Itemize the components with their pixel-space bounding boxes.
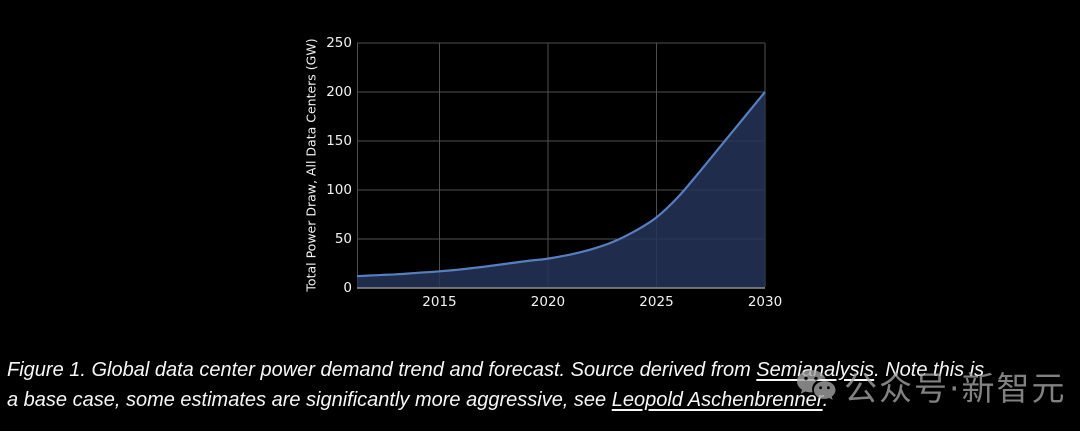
- caption-text: . Note this is: [874, 359, 985, 381]
- y-tick-label: 0: [343, 280, 352, 296]
- plot-area: [357, 42, 766, 289]
- line-series: [357, 91, 766, 278]
- caption-link-leopold-aschenbrenner[interactable]: Leopold Aschenbrenner: [611, 389, 823, 411]
- caption-line-2: a base case, some estimates are signific…: [7, 385, 984, 415]
- y-tick-label: 50: [334, 231, 352, 247]
- y-tick-label: 200: [326, 84, 352, 100]
- y-axis-label: Total Power Draw, All Data Centers (GW): [303, 38, 319, 292]
- caption-line-1: Figure 1. Global data center power deman…: [7, 355, 984, 385]
- figure-caption: Figure 1. Global data center power deman…: [7, 355, 984, 415]
- caption-text: a base case, some estimates are signific…: [7, 389, 612, 411]
- caption-text: .: [822, 389, 829, 411]
- y-tick-label: 150: [326, 133, 352, 149]
- x-tick-label: 2020: [530, 294, 566, 310]
- caption-link-semianalysis[interactable]: Semianalysis: [756, 359, 875, 381]
- y-tick-label: 250: [326, 35, 352, 51]
- area-series: [357, 92, 765, 288]
- caption-text: Figure 1. Global data center power deman…: [7, 359, 757, 381]
- x-tick-label: 2025: [639, 294, 674, 310]
- x-tick-label: 2015: [422, 294, 457, 310]
- y-tick-label: 100: [326, 182, 352, 198]
- x-tick-label: 2030: [747, 294, 783, 310]
